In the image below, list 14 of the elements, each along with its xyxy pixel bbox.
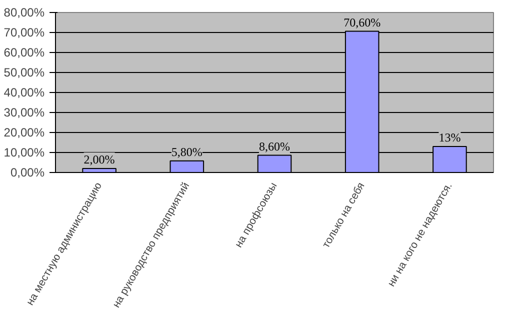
y-tick-label: 80,00% [4, 6, 45, 20]
data-label: 5,80% [171, 144, 202, 159]
y-tick-label: 20,00% [4, 126, 45, 140]
y-tick-label: 70,00% [4, 26, 45, 40]
data-label: 8,60% [259, 139, 290, 154]
data-label: 13% [438, 130, 461, 144]
y-tick-label: 0,00% [10, 166, 45, 180]
y-tick-label: 30,00% [4, 106, 45, 120]
y-tick-label: 40,00% [4, 86, 45, 100]
y-tick-label: 50,00% [4, 66, 45, 80]
y-tick-label: 60,00% [4, 46, 45, 60]
data-label: 2,00% [84, 152, 115, 166]
data-label: 70,60% [344, 15, 381, 30]
y-tick-label: 10,00% [4, 146, 45, 160]
